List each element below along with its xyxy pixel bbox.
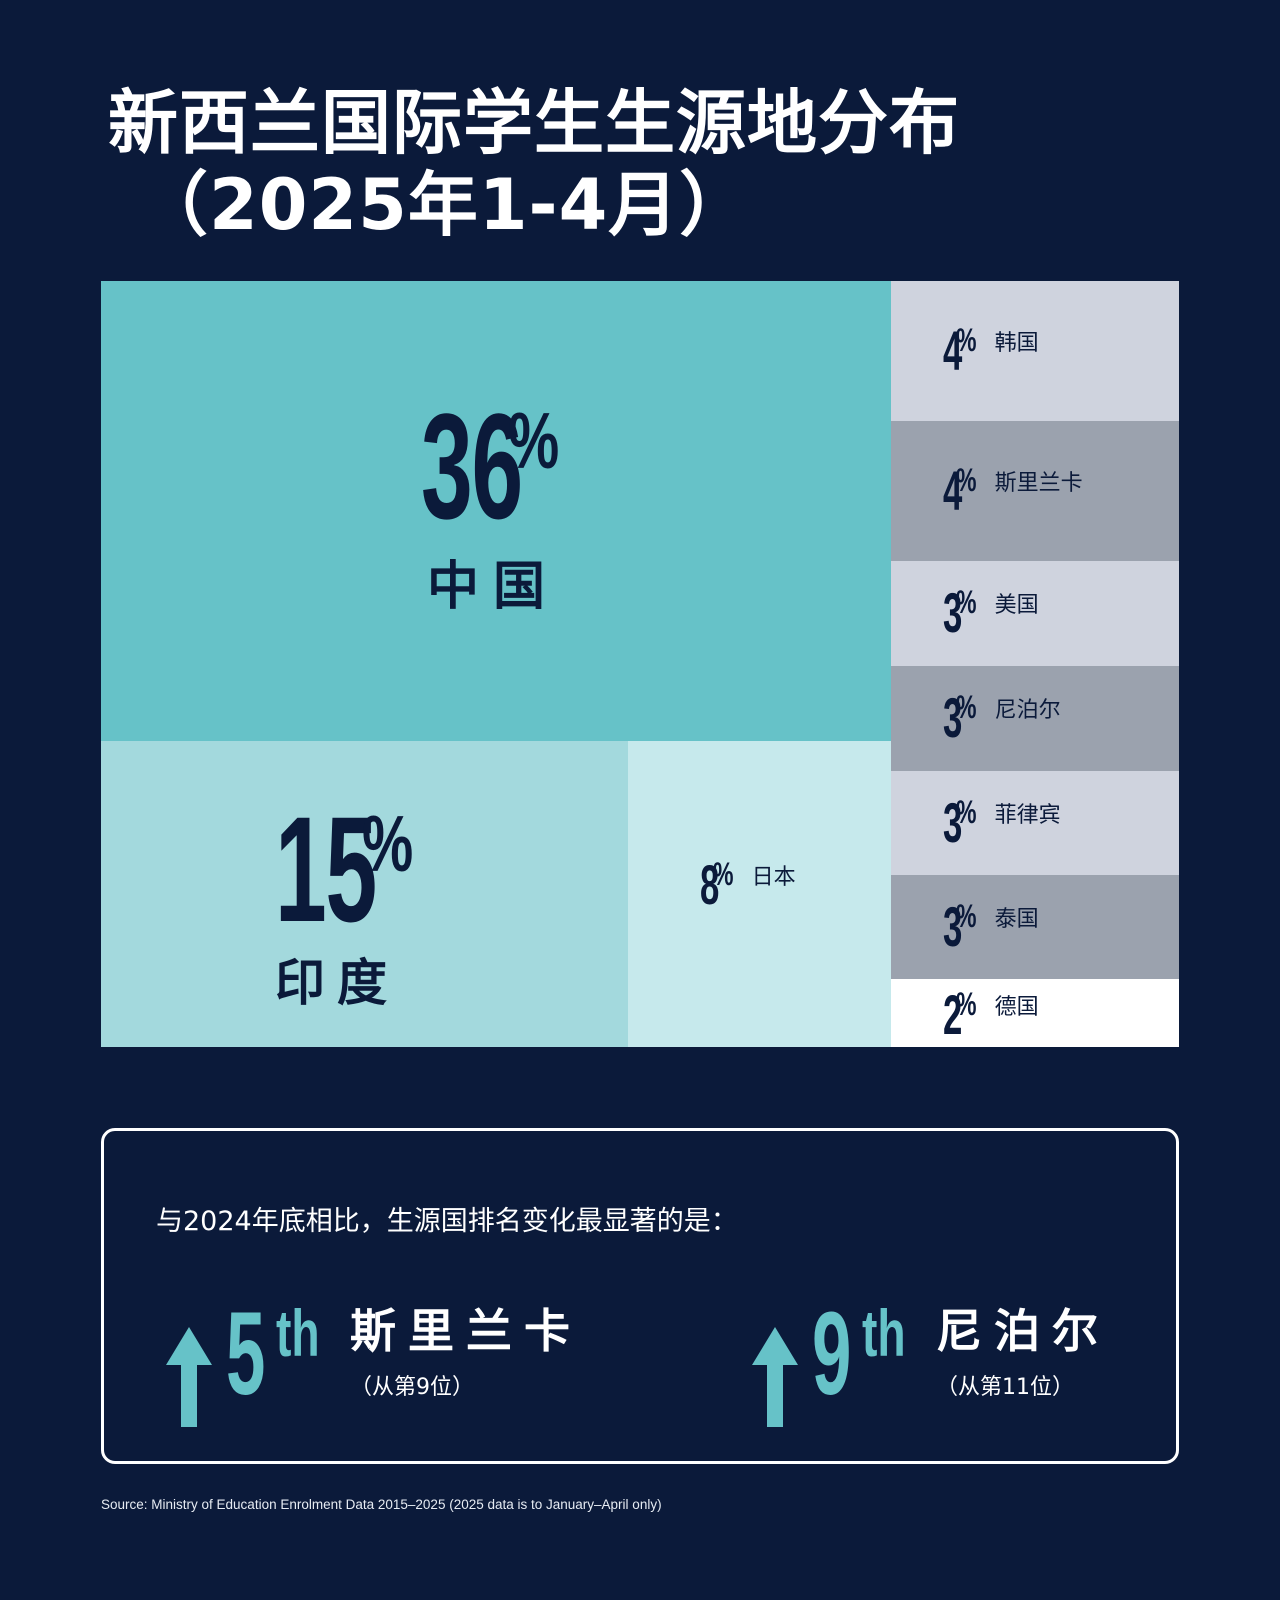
rank-change-sri-lanka: 5 th 斯里兰卡 （从第9位） <box>166 1288 582 1427</box>
source-note: Source: Ministry of Education Enrolment … <box>101 1497 662 1512</box>
rank-number: 5 <box>226 1288 266 1420</box>
treemap-cell-india: 15% 印度 <box>101 741 628 1047</box>
cell-value: 3 <box>943 581 962 644</box>
rank-country: 尼泊尔 <box>936 1304 1110 1358</box>
treemap-chart: 36% 中国 15% 印度 8% 日本 4% 韩国 4% 斯里兰卡 <box>101 281 1179 1047</box>
cell-value: 3 <box>943 686 962 749</box>
percent-sign: % <box>956 322 977 358</box>
rank-previous: （从第9位） <box>350 1375 474 1400</box>
cell-value: 15 <box>275 785 377 953</box>
percent-sign: % <box>956 584 977 620</box>
treemap-cell-thailand: 3% 泰国 <box>891 875 1179 979</box>
rank-change-nepal: 9 th 尼泊尔 （从第11位） <box>752 1288 1110 1427</box>
treemap-cell-korea: 4% 韩国 <box>891 281 1179 421</box>
cell-value: 3 <box>943 895 962 958</box>
percent-sign: % <box>956 689 977 725</box>
percent-sign: % <box>361 799 414 888</box>
cell-label: 泰国 <box>994 907 1039 932</box>
percent-sign: % <box>507 396 560 485</box>
cell-label: 菲律宾 <box>994 803 1061 828</box>
treemap-cell-germany: 2% 德国 <box>891 979 1179 1047</box>
cell-label: 美国 <box>994 593 1039 618</box>
rank-previous: （从第11位） <box>936 1375 1074 1400</box>
cell-label: 日本 <box>751 865 796 890</box>
arrow-up-icon <box>752 1327 798 1427</box>
cell-value: 3 <box>943 791 962 854</box>
treemap-cell-philippines: 3% 菲律宾 <box>891 771 1179 875</box>
treemap-cell-china: 36% 中国 <box>101 281 891 741</box>
percent-sign: % <box>713 856 734 892</box>
treemap-cell-sri-lanka: 4% 斯里兰卡 <box>891 421 1179 561</box>
ranking-change-callout: 与2024年底相比，生源国排名变化最显著的是： 5 th 斯里兰卡 （从第9位）… <box>101 1128 1179 1464</box>
treemap-cell-japan: 8% 日本 <box>628 741 891 1047</box>
callout-intro: 与2024年底相比，生源国排名变化最显著的是： <box>156 1206 738 1237</box>
cell-value: 4 <box>943 459 962 522</box>
cell-label: 韩国 <box>994 331 1039 356</box>
arrow-up-icon <box>166 1327 212 1427</box>
cell-label: 德国 <box>994 995 1039 1020</box>
rank-suffix: th <box>862 1296 906 1370</box>
cell-value: 4 <box>943 319 962 382</box>
cell-label: 尼泊尔 <box>994 698 1061 723</box>
treemap-cell-usa: 3% 美国 <box>891 561 1179 666</box>
percent-sign: % <box>956 898 977 934</box>
cell-label: 中国 <box>427 557 560 617</box>
page-title: 新西兰国际学生生源地分布 （2025年1-4月） <box>108 82 960 246</box>
cell-value: 36 <box>421 382 523 550</box>
treemap-cell-nepal: 3% 尼泊尔 <box>891 666 1179 771</box>
cell-label: 印度 <box>275 954 399 1012</box>
percent-sign: % <box>956 462 977 498</box>
cell-value: 2 <box>943 983 962 1046</box>
percent-sign: % <box>956 794 977 830</box>
title-line-1: 新西兰国际学生生源地分布 <box>108 82 960 164</box>
cell-value: 8 <box>700 853 719 916</box>
rank-suffix: th <box>276 1296 320 1370</box>
cell-label: 斯里兰卡 <box>994 471 1083 496</box>
rank-country: 斯里兰卡 <box>350 1304 582 1358</box>
title-line-2: （2025年1-4月） <box>138 164 751 246</box>
rank-number: 9 <box>812 1288 852 1420</box>
percent-sign: % <box>956 986 977 1022</box>
